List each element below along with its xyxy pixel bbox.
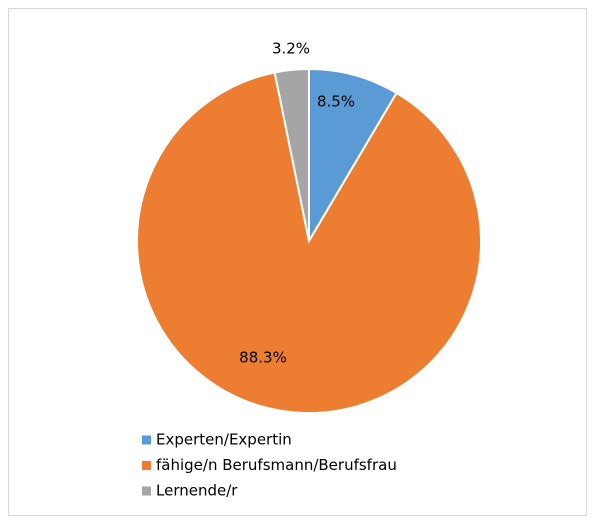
data-label: 3.2% bbox=[272, 40, 310, 58]
pie-slice bbox=[136, 71, 482, 414]
legend-label: Lernende/r bbox=[156, 482, 238, 500]
data-label: 88.3% bbox=[239, 349, 287, 367]
legend-swatch bbox=[142, 461, 151, 470]
legend-label: fähige/n Berufsmann/Berufsfrau bbox=[156, 456, 397, 474]
legend-swatch bbox=[142, 486, 151, 496]
pie-slice bbox=[308, 67, 398, 245]
pie-slice bbox=[273, 67, 310, 242]
legend-swatch bbox=[142, 435, 151, 445]
legend-label: Experten/Expertin bbox=[156, 431, 292, 449]
data-label: 8.5% bbox=[317, 93, 355, 111]
